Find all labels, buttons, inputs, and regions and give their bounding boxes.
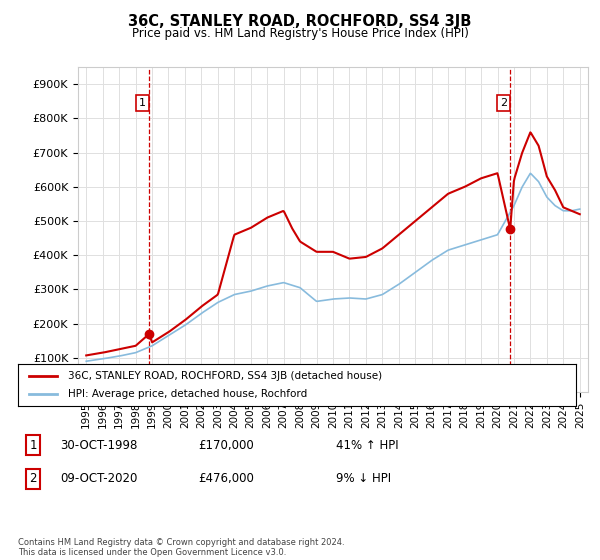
Text: 09-OCT-2020: 09-OCT-2020 bbox=[60, 472, 137, 486]
Text: 1: 1 bbox=[29, 438, 37, 452]
Text: 1: 1 bbox=[139, 98, 146, 108]
Text: Contains HM Land Registry data © Crown copyright and database right 2024.
This d: Contains HM Land Registry data © Crown c… bbox=[18, 538, 344, 557]
Text: 36C, STANLEY ROAD, ROCHFORD, SS4 3JB (detached house): 36C, STANLEY ROAD, ROCHFORD, SS4 3JB (de… bbox=[68, 371, 382, 381]
Text: Price paid vs. HM Land Registry's House Price Index (HPI): Price paid vs. HM Land Registry's House … bbox=[131, 27, 469, 40]
Text: 30-OCT-1998: 30-OCT-1998 bbox=[60, 438, 137, 452]
Text: 36C, STANLEY ROAD, ROCHFORD, SS4 3JB: 36C, STANLEY ROAD, ROCHFORD, SS4 3JB bbox=[128, 14, 472, 29]
Text: £476,000: £476,000 bbox=[198, 472, 254, 486]
Text: 41% ↑ HPI: 41% ↑ HPI bbox=[336, 438, 398, 452]
Text: £170,000: £170,000 bbox=[198, 438, 254, 452]
Text: HPI: Average price, detached house, Rochford: HPI: Average price, detached house, Roch… bbox=[68, 389, 307, 399]
Text: 9% ↓ HPI: 9% ↓ HPI bbox=[336, 472, 391, 486]
Text: 2: 2 bbox=[500, 98, 507, 108]
Text: 2: 2 bbox=[29, 472, 37, 486]
